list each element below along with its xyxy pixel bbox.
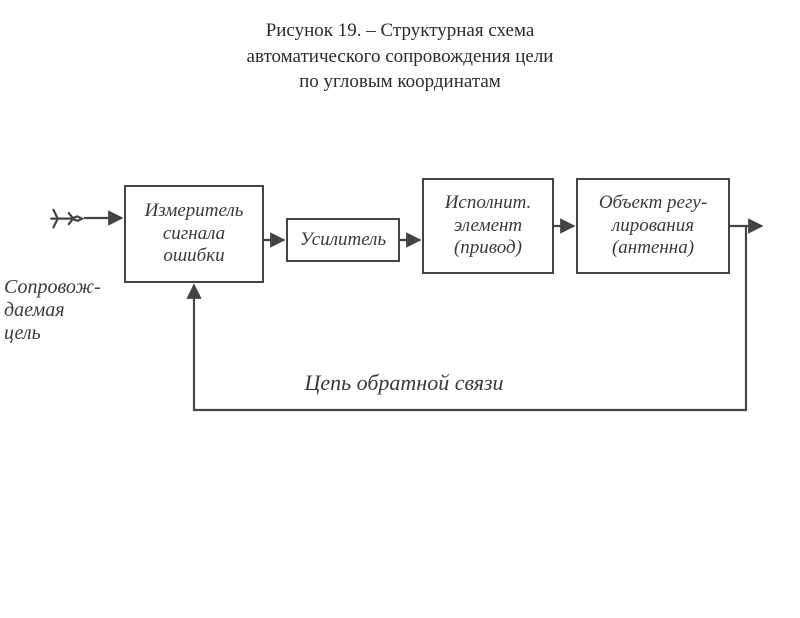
block-measurer: Измеритель сигнала ошибки: [124, 185, 264, 283]
block-label-line: (привод): [454, 237, 522, 258]
block-actuator: Исполнит. элемент (привод): [422, 178, 554, 274]
block-label-line: Усилитель: [300, 229, 386, 251]
block-label-line: лирования: [612, 215, 694, 236]
block-label-line: Исполнит.: [445, 192, 532, 213]
caption-line: Рисунок 19. – Структурная схема: [266, 20, 535, 41]
input-label-line: даемая: [4, 299, 65, 321]
feedback-label: Цепь обратной связи: [244, 370, 564, 395]
caption-line: автоматического сопровождения цели: [247, 46, 554, 67]
block-label-line: сигнала: [163, 223, 225, 244]
block-label-line: Измеритель: [145, 200, 244, 221]
input-label-line: цель: [4, 322, 41, 344]
block-diagram: Сопровож- даемая цель Измеритель сигнала…: [34, 170, 766, 480]
input-label-line: Сопровож-: [4, 276, 101, 298]
figure-caption: Рисунок 19. – Структурная схема автомати…: [140, 18, 660, 95]
feedback-label-text: Цепь обратной связи: [304, 370, 503, 395]
airplane-icon: [51, 210, 82, 228]
block-label-line: элемент: [454, 215, 522, 236]
block-object: Объект регу- лирования (антенна): [576, 178, 730, 274]
caption-line: по угловым координатам: [299, 71, 501, 92]
block-amplifier: Усилитель: [286, 218, 400, 262]
block-label-line: ошибки: [163, 245, 224, 266]
block-label-line: (антенна): [612, 237, 694, 258]
input-label: Сопровож- даемая цель: [4, 276, 124, 345]
block-label-line: Объект регу-: [599, 192, 707, 213]
